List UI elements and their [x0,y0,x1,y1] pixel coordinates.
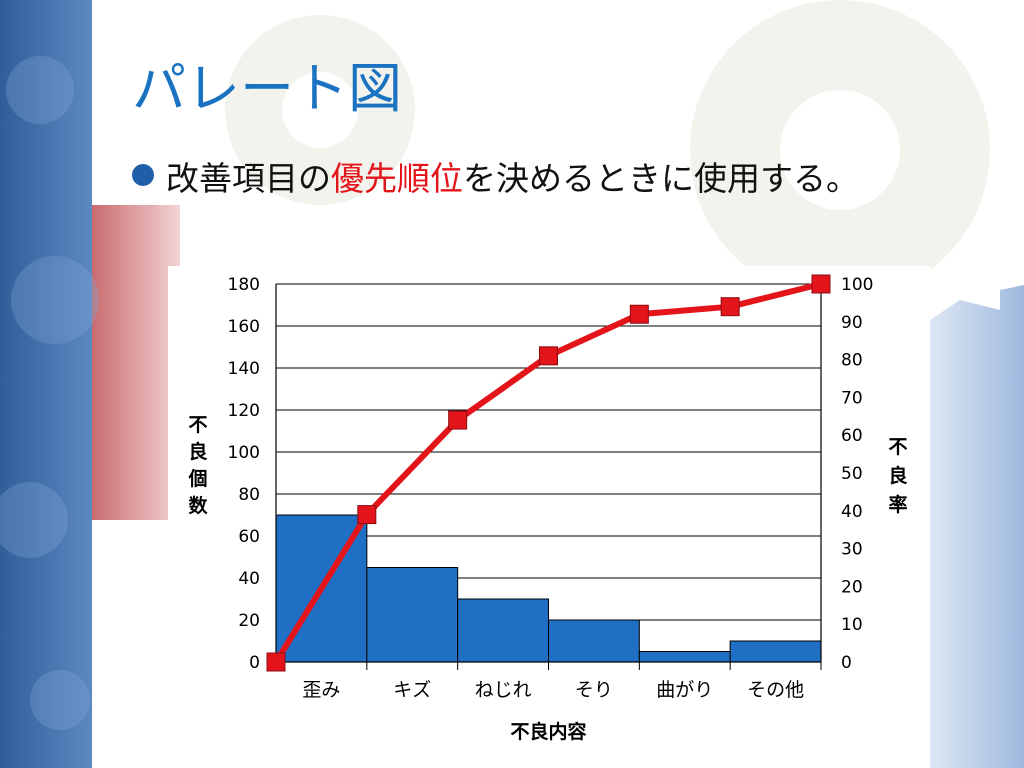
bar [548,619,640,663]
blue-side-panel [930,285,1024,768]
y2-axis-title: 不良率 [888,436,907,516]
x-category-label: キズ [393,679,431,701]
y-tick-label: 60 [238,527,260,547]
y2-tick-label: 80 [841,351,863,371]
gear-decoration [225,0,990,300]
y2-tick-label: 40 [841,502,863,522]
y-tick-label: 80 [238,485,260,505]
red-side-panel [90,205,180,520]
bar [729,640,822,663]
y2-tick-label: 10 [841,615,863,635]
y-tick-label: 120 [228,401,260,421]
slide-title: パレート図 [132,57,402,120]
bullet-point: 改善項目の優先順位を決めるときに使用する。 [132,162,859,195]
y2-tick-label: 0 [841,653,852,673]
bullet-text-highlight: 優先順位 [331,159,463,198]
cumulative-marker [720,297,740,317]
y-axis-title: 不良個数 [187,414,208,517]
x-category-label: 歪み [302,679,340,701]
chart-panel: 0 20 40 60 80 100 120 140 160 180 0 10 20 30 40 50 60 70 8… [168,266,930,752]
y2-tick-label: 50 [841,464,863,484]
left-blue-strip [0,0,92,768]
y2-tick-label: 70 [841,388,863,408]
x-category-label: 曲がり [656,679,713,701]
x-category-label: ねじれ [475,679,532,701]
bullet-text-after: を決めるときに使用する。 [463,159,859,198]
cumulative-marker [539,346,558,366]
bullet-dot-icon [132,164,154,186]
y-tick-label: 40 [238,569,260,589]
bar [366,567,459,663]
y-tick-label: 140 [228,359,260,379]
y-tick-label: 160 [228,317,260,337]
left-strip-gear-texture [0,56,99,730]
x-axis-title: 不良内容 [510,720,586,743]
y2-tick-label: 20 [841,577,863,597]
x-category-label: その他 [747,679,804,701]
y2-tick-label: 100 [841,275,873,295]
y-tick-label: 20 [238,611,260,631]
bar [457,598,549,663]
y-tick-label: 0 [249,653,260,673]
y2-tick-label: 60 [841,426,863,446]
cumulative-marker [629,304,649,324]
cumulative-marker [266,652,286,672]
bullet-text-before: 改善項目の [166,159,331,198]
cumulative-marker [811,274,831,294]
cumulative-marker [357,505,377,525]
x-category-label: そり [575,679,613,701]
y-tick-label: 100 [228,443,260,463]
y-tick-label: 180 [228,275,260,295]
pareto-chart: 0 20 40 60 80 100 120 140 160 180 0 10 20 30 40 50 60 70 8… [187,274,908,743]
bar [638,651,731,663]
y2-tick-label: 30 [841,540,863,560]
cumulative-marker [448,410,468,430]
y2-tick-label: 90 [841,313,863,333]
